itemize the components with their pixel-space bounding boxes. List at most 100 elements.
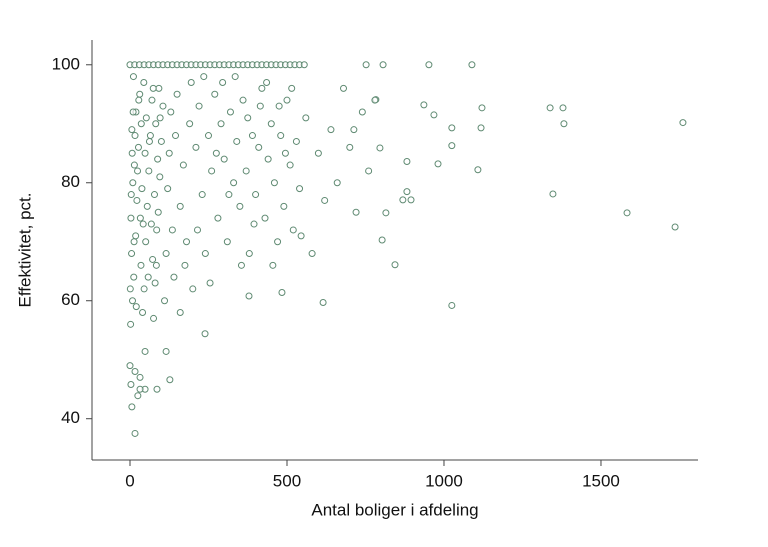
point bbox=[136, 214, 144, 222]
point bbox=[546, 104, 554, 112]
y-axis-label: Effektivitet, pct. bbox=[15, 193, 34, 308]
point bbox=[194, 226, 202, 234]
point bbox=[378, 236, 386, 244]
point bbox=[149, 255, 157, 263]
point bbox=[371, 96, 379, 104]
y-tick-label: 40 bbox=[61, 408, 80, 427]
point bbox=[302, 114, 310, 122]
point bbox=[283, 96, 291, 104]
point bbox=[340, 84, 348, 92]
point bbox=[168, 226, 176, 234]
point bbox=[126, 285, 134, 293]
point bbox=[314, 149, 322, 157]
point bbox=[258, 84, 266, 92]
y-tick-label: 60 bbox=[61, 290, 80, 309]
point bbox=[274, 238, 282, 246]
point bbox=[277, 132, 285, 140]
point bbox=[245, 250, 253, 258]
point bbox=[126, 362, 134, 370]
point bbox=[365, 167, 373, 175]
point bbox=[165, 149, 173, 157]
point bbox=[208, 167, 216, 175]
point bbox=[448, 301, 456, 309]
point bbox=[201, 250, 209, 258]
point bbox=[237, 261, 245, 269]
point bbox=[289, 226, 297, 234]
point bbox=[261, 214, 269, 222]
point bbox=[148, 96, 156, 104]
point bbox=[142, 114, 150, 122]
point bbox=[300, 61, 308, 69]
point bbox=[275, 102, 283, 110]
point bbox=[286, 161, 294, 169]
point bbox=[176, 309, 184, 317]
point bbox=[134, 143, 142, 151]
point bbox=[560, 120, 568, 128]
point bbox=[130, 273, 138, 281]
point bbox=[127, 191, 135, 199]
point bbox=[468, 61, 476, 69]
point bbox=[236, 202, 244, 210]
point bbox=[192, 143, 200, 151]
point bbox=[128, 126, 136, 134]
point bbox=[144, 273, 152, 281]
point bbox=[136, 90, 144, 98]
point bbox=[248, 132, 256, 140]
point bbox=[186, 120, 194, 128]
x-tick-label: 1000 bbox=[425, 471, 463, 490]
point bbox=[399, 196, 407, 204]
point bbox=[146, 132, 154, 140]
point bbox=[153, 226, 161, 234]
point bbox=[333, 179, 341, 187]
point bbox=[176, 202, 184, 210]
point bbox=[623, 209, 631, 217]
point bbox=[145, 137, 153, 145]
point bbox=[140, 78, 148, 86]
point bbox=[425, 61, 433, 69]
point bbox=[187, 78, 195, 86]
point bbox=[352, 208, 360, 216]
point bbox=[136, 373, 144, 381]
point bbox=[245, 292, 253, 300]
point bbox=[137, 120, 145, 128]
point bbox=[140, 285, 148, 293]
point bbox=[198, 191, 206, 199]
point bbox=[223, 238, 231, 246]
point bbox=[671, 223, 679, 231]
point bbox=[391, 261, 399, 269]
point bbox=[134, 167, 142, 175]
point bbox=[131, 368, 139, 376]
point bbox=[231, 73, 239, 81]
point bbox=[137, 261, 145, 269]
point bbox=[150, 314, 158, 322]
y-tick-label: 100 bbox=[52, 54, 80, 73]
point bbox=[297, 232, 305, 240]
x-tick-label: 0 bbox=[125, 471, 134, 490]
point bbox=[219, 78, 227, 86]
point bbox=[128, 149, 136, 157]
point bbox=[319, 299, 327, 306]
point bbox=[220, 155, 228, 163]
y-tick-label: 80 bbox=[61, 172, 80, 191]
point bbox=[151, 279, 159, 287]
point bbox=[281, 149, 289, 157]
point bbox=[189, 285, 197, 293]
point bbox=[149, 84, 157, 92]
point bbox=[477, 124, 485, 132]
x-tick-label: 500 bbox=[273, 471, 301, 490]
point bbox=[474, 166, 482, 174]
point bbox=[130, 161, 138, 169]
point bbox=[152, 120, 160, 128]
x-axis-label: Antal boliger i afdeling bbox=[311, 500, 478, 519]
point bbox=[679, 119, 687, 127]
point bbox=[162, 250, 170, 258]
point bbox=[141, 149, 149, 157]
point bbox=[161, 297, 169, 305]
point bbox=[128, 250, 136, 258]
point bbox=[127, 320, 135, 328]
point bbox=[212, 149, 220, 157]
point bbox=[142, 238, 150, 246]
point bbox=[308, 250, 316, 258]
point bbox=[133, 196, 141, 204]
point bbox=[139, 309, 147, 317]
